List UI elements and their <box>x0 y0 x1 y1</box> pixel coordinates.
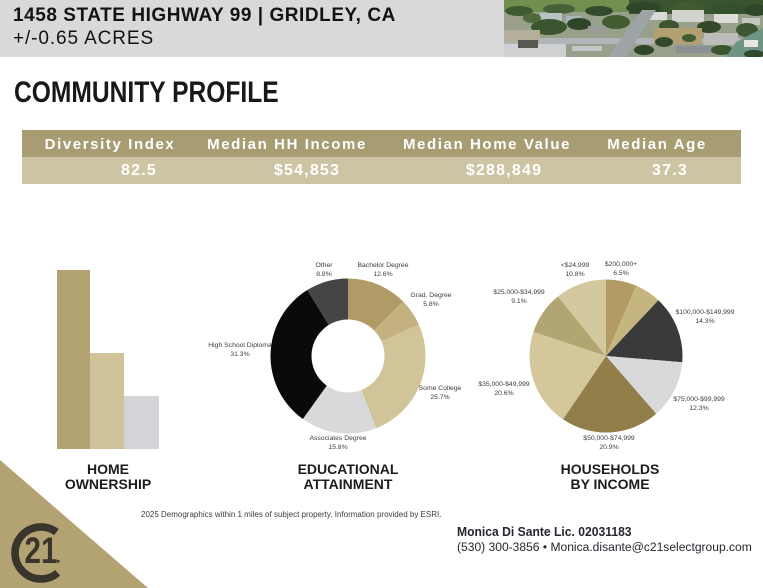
svg-text:21: 21 <box>25 530 58 571</box>
